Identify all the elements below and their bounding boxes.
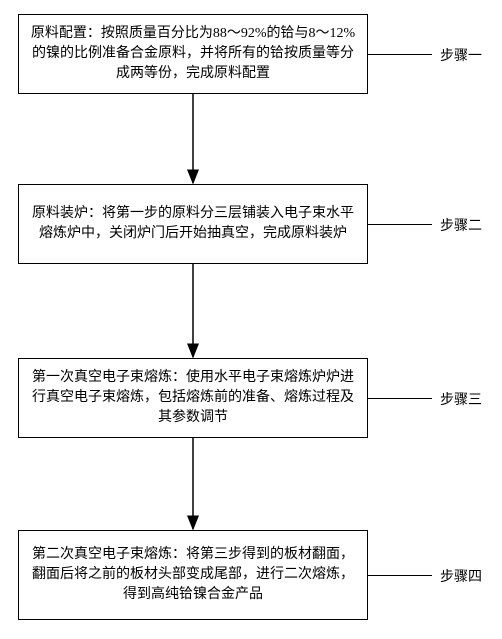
flow-node-text: 原料装炉：将第一步的原料分三层铺装入电子束水平熔炼炉中，关闭炉门后开始抽真空，完… (27, 204, 359, 245)
flow-node-text: 第一次真空电子束熔炼：使用水平电子束熔炼炉炉进行真空电子束熔炼，包括熔炼前的准备… (27, 368, 359, 429)
connector-line (368, 54, 432, 55)
flow-node-step3: 第一次真空电子束熔炼：使用水平电子束熔炼炉炉进行真空电子束熔炼，包括熔炼前的准备… (18, 358, 368, 438)
connector-line (368, 398, 432, 399)
flow-node-step2: 原料装炉：将第一步的原料分三层铺装入电子束水平熔炼炉中，关闭炉门后开始抽真空，完… (18, 184, 368, 264)
flow-node-text: 第二次真空电子束熔炼：将第三步得到的板材翻面，翻面后将之前的板材头部变成尾部，进… (27, 545, 359, 606)
step-label-step4: 步骤四 (440, 566, 482, 586)
step-label-step2: 步骤二 (440, 215, 482, 235)
flow-node-step4: 第二次真空电子束熔炼：将第三步得到的板材翻面，翻面后将之前的板材头部变成尾部，进… (18, 530, 368, 620)
connector-line (368, 575, 432, 576)
connector-line (368, 224, 432, 225)
flowchart-canvas: 原料配置：按照质量百分比为88～92%的铪与8～12%的镍的比例准备合金原料，并… (0, 0, 502, 639)
flow-node-step1: 原料配置：按照质量百分比为88～92%的铪与8～12%的镍的比例准备合金原料，并… (18, 14, 368, 94)
step-label-step3: 步骤三 (440, 389, 482, 409)
flow-node-text: 原料配置：按照质量百分比为88～92%的铪与8～12%的镍的比例准备合金原料，并… (27, 24, 359, 85)
step-label-step1: 步骤一 (440, 45, 482, 65)
